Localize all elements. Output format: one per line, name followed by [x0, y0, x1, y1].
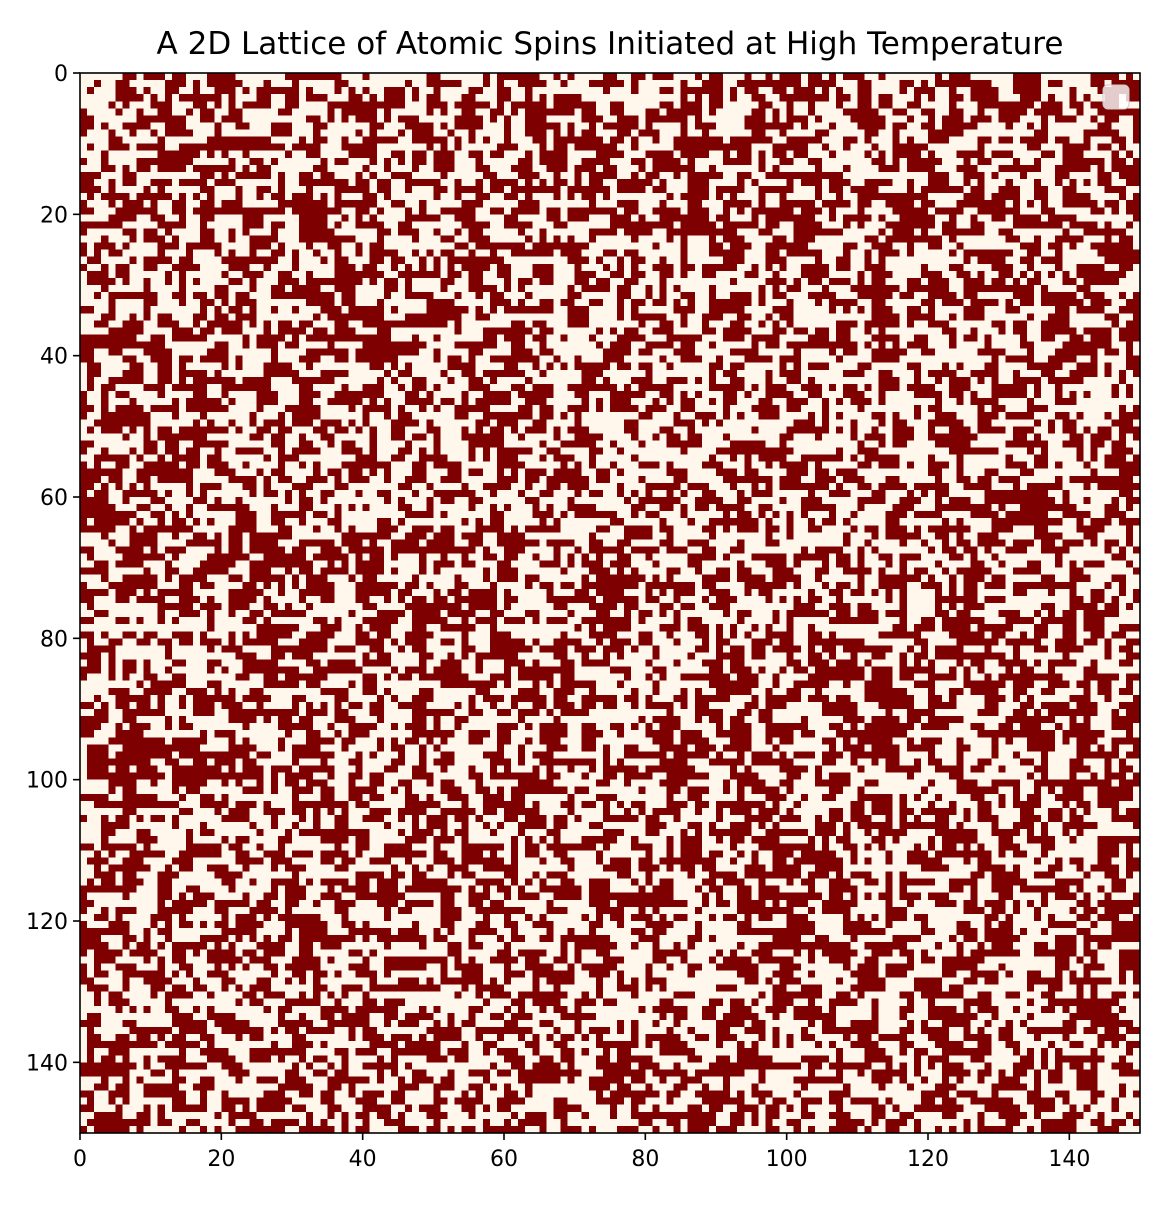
y-tick-label: 20	[40, 203, 68, 228]
y-tick-label: 120	[26, 910, 68, 935]
spin-up-cells	[80, 73, 1140, 1133]
y-tick-label: 40	[40, 345, 68, 370]
x-tick-label: 60	[490, 1147, 518, 1172]
x-tick-label: 100	[766, 1147, 808, 1172]
x-tick-label: 140	[1048, 1147, 1090, 1172]
x-tick-label: 120	[907, 1147, 949, 1172]
y-tick-label: 100	[26, 769, 68, 794]
x-tick-label: 20	[207, 1147, 235, 1172]
y-tick-label: 140	[26, 1051, 68, 1076]
x-tick-label: 0	[73, 1147, 87, 1172]
axes-frame	[79, 72, 1141, 1134]
x-axis: 0 20 40 60 80 100 120 140	[73, 1133, 1090, 1172]
x-tick-label: 40	[349, 1147, 377, 1172]
legend-box	[1102, 84, 1130, 110]
y-tick-label: 60	[40, 486, 68, 511]
y-tick-label: 80	[40, 627, 68, 652]
y-axis: 0 20 40 60 80 100 120 140	[26, 62, 80, 1076]
y-tick-label: 0	[54, 62, 68, 87]
chart-title: A 2D Lattice of Atomic Spins Initiated a…	[156, 26, 1064, 62]
x-tick-label: 80	[631, 1147, 659, 1172]
spin-lattice	[80, 73, 1140, 1133]
legend	[1102, 84, 1130, 110]
